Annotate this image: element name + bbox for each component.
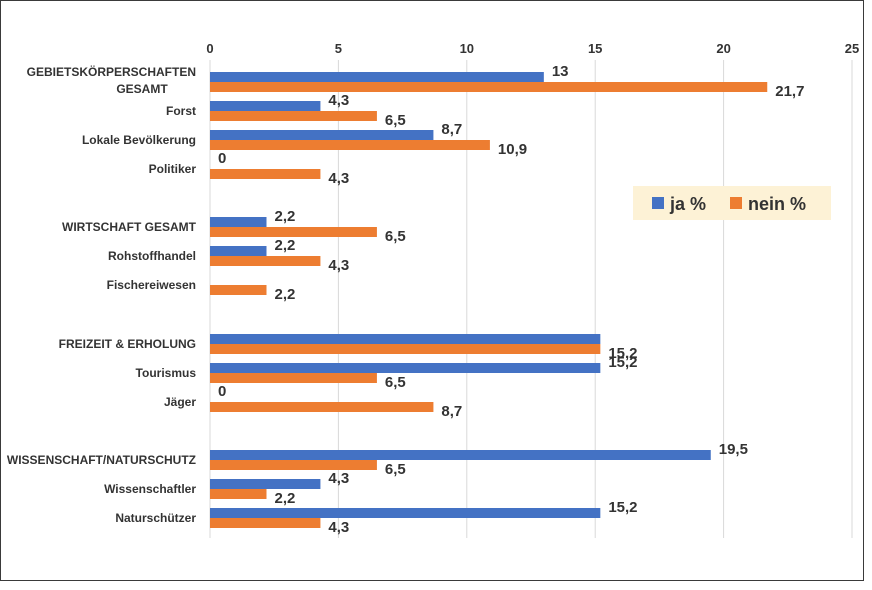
legend-label: ja % [669,194,706,214]
bar-ja [210,334,601,344]
bar-nein [210,373,377,383]
bar-ja [210,101,321,111]
value-label-nein: 8,7 [441,403,462,420]
bar-nein [210,344,601,354]
legend-swatch-nein [730,197,742,209]
value-label-nein: 4,3 [328,519,349,536]
value-label-nein: 6,5 [385,374,406,391]
value-label-nein: 6,5 [385,112,406,129]
value-label-nein: 15,2 [608,345,637,362]
bar-ja [210,450,711,460]
value-label-nein: 10,9 [498,141,527,158]
legend-swatch-ja [652,197,664,209]
bar-ja [210,508,601,518]
category-label: Naturschützer [115,511,196,525]
bar-nein [210,82,768,92]
value-label-ja: 4,3 [328,470,349,487]
category-label: Fischereiwesen [107,278,196,292]
value-label-ja: 19,5 [719,441,748,458]
category-label: Lokale Bevölkerung [82,133,196,147]
bar-ja [210,479,321,489]
bar-nein [210,227,377,237]
category-label: Forst [166,104,196,118]
legend: ja % nein % [633,186,831,220]
value-label-nein: 6,5 [385,228,406,245]
bar-nein [210,169,321,179]
bar-nein [210,111,377,121]
category-label: Rohstoffhandel [108,249,196,263]
bar-nein [210,256,321,266]
value-label-nein: 6,5 [385,461,406,478]
value-label-nein: 4,3 [328,170,349,187]
value-label-nein: 4,3 [328,257,349,274]
bar-nein [210,518,321,528]
value-label-ja: 8,7 [441,121,462,138]
legend-label: nein % [748,194,806,214]
value-label-ja: 0 [218,383,226,400]
bar-ja [210,72,544,82]
bar-ja [210,246,267,256]
category-label: Jäger [164,395,196,409]
value-label-ja: 2,2 [274,237,295,254]
category-label: WIRTSCHAFT GESAMT [62,220,197,234]
value-label-ja: 13 [552,63,569,80]
bar-ja [210,217,267,227]
x-tick-label: 20 [716,41,730,56]
category-label: Tourismus [136,366,197,380]
value-label-ja: 4,3 [328,92,349,109]
category-label: GEBIETSKÖRPERSCHAFTEN GESAMT [27,64,196,96]
value-label-ja: 15,2 [608,499,637,516]
chart-frame [0,0,864,581]
x-tick-label: 25 [845,41,859,56]
value-label-ja: 2,2 [274,208,295,225]
bar-nein [210,460,377,470]
bar-layer [210,72,768,528]
bar-nein [210,489,267,499]
bar-ja [210,130,434,140]
category-label: Wissenschaftler [104,482,196,496]
bar-nein [210,402,434,412]
category-label: WISSENSCHAFT/NATURSCHUTZ [7,453,196,467]
x-tick-label: 5 [335,41,342,56]
value-label-nein: 2,2 [274,490,295,507]
x-tick-label: 0 [206,41,213,56]
value-label-nein: 2,2 [274,286,295,303]
label-layer: 0 5 10 15 20 25 GEBIETSKÖRPERSCHAFTEN GESAMT For… [7,41,859,536]
bar-nein [210,285,267,295]
category-label: FREIZEIT & ERHOLUNG [59,337,196,351]
x-tick-label: 15 [588,41,602,56]
x-tick-label: 10 [460,41,474,56]
bar-ja [210,363,601,373]
value-label-ja: 0 [218,150,226,167]
value-label-ja: 15,2 [608,354,637,371]
value-label-nein: 21,7 [775,83,804,100]
bar-nein [210,140,490,150]
category-label: Politiker [149,162,197,176]
